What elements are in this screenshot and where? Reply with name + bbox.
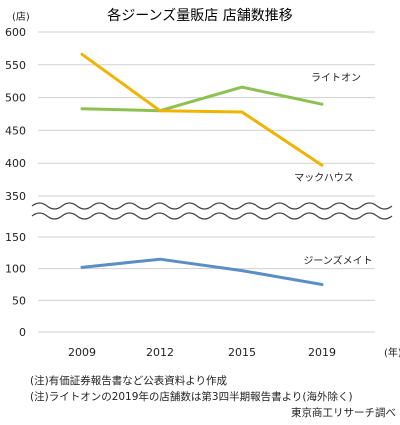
series-line bbox=[80, 257, 324, 286]
series-lines bbox=[80, 52, 324, 286]
y-unit-label: (店) bbox=[12, 10, 30, 23]
y-tick-label: 450 bbox=[5, 124, 26, 137]
y-tick-label: 50 bbox=[12, 294, 26, 307]
x-tick-label: 2015 bbox=[228, 346, 256, 359]
note-1: (注)有価証券報告書など公表資料より作成 bbox=[30, 375, 227, 387]
x-tick-label: 2012 bbox=[146, 346, 174, 359]
series-label: マックハウス bbox=[294, 172, 354, 184]
series-line bbox=[80, 85, 324, 113]
y-tick-label: 500 bbox=[5, 92, 26, 105]
x-tick-label: 2019 bbox=[308, 346, 336, 359]
series-label: ジーンズメイト bbox=[303, 254, 372, 267]
axis-break-line-bottom bbox=[31, 212, 393, 220]
grid bbox=[38, 31, 375, 333]
y-tick-label: 100 bbox=[5, 263, 26, 276]
y-tick-label: 600 bbox=[5, 26, 26, 39]
y-tick-label: 350 bbox=[5, 190, 26, 203]
source-credit: 東京商工リサーチ調べ bbox=[291, 407, 396, 419]
series-line bbox=[80, 52, 324, 167]
tick-labels: 350 400 450 500 550 600 0 50 100 150 2009 2012 2015 2… bbox=[5, 26, 336, 359]
x-tick-label: 2009 bbox=[68, 346, 96, 359]
axis-break bbox=[31, 202, 393, 220]
axis-break-line-top bbox=[31, 202, 393, 210]
chart-title: 各ジーンズ量販店 店舗数推移 bbox=[107, 8, 292, 24]
x-unit-label: (年) bbox=[384, 346, 400, 359]
note-2: (注)ライトオンの2019年の店舗数は第3四半期報告書より(海外除く) bbox=[30, 391, 353, 403]
y-tick-label: 0 bbox=[19, 326, 26, 339]
y-tick-label: 150 bbox=[5, 231, 26, 244]
y-tick-label: 550 bbox=[5, 59, 26, 72]
y-tick-label: 400 bbox=[5, 157, 26, 170]
series-label: ライトオン bbox=[311, 72, 361, 84]
